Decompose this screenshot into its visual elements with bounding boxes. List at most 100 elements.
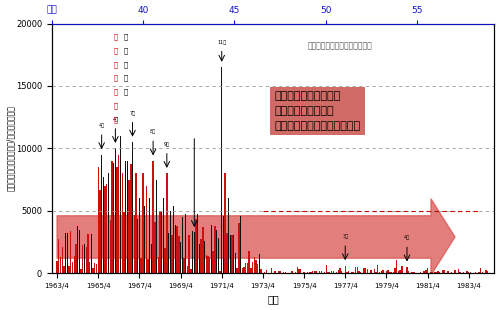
Text: １９６４年に始まった
　中共の核爆発後に
核の黄砂が日本に降っていた: １９６４年に始まった 中共の核爆発後に 核の黄砂が日本に降っていた <box>275 91 361 131</box>
Bar <box>96 264 97 273</box>
Text: 大: 大 <box>114 88 117 95</box>
Text: 3号: 3号 <box>342 234 348 239</box>
Bar <box>250 268 252 273</box>
Bar <box>198 244 200 273</box>
Bar <box>192 231 194 273</box>
Bar <box>480 268 482 273</box>
Bar <box>364 268 365 273</box>
Bar <box>274 272 276 273</box>
Text: 命: 命 <box>114 116 117 122</box>
Bar <box>468 272 469 273</box>
Bar <box>142 173 144 273</box>
Bar <box>284 272 286 273</box>
Bar <box>346 272 348 273</box>
Bar <box>322 272 324 273</box>
Bar <box>202 227 203 273</box>
Bar <box>454 270 456 273</box>
Bar <box>238 223 240 273</box>
Text: 4号: 4号 <box>112 117 118 122</box>
Bar <box>428 272 430 273</box>
Bar <box>278 271 279 273</box>
Bar <box>415 272 416 273</box>
Bar <box>56 261 58 273</box>
Bar <box>463 272 464 273</box>
Bar <box>206 255 207 273</box>
Bar <box>257 264 258 273</box>
Bar <box>228 198 230 273</box>
Bar <box>180 242 181 273</box>
Bar <box>406 267 408 273</box>
Bar <box>185 214 186 273</box>
Bar <box>166 173 168 273</box>
Bar <box>276 272 278 273</box>
Text: 中: 中 <box>114 33 117 40</box>
Bar <box>376 272 377 273</box>
Bar <box>132 142 133 273</box>
Bar <box>391 272 392 273</box>
Bar <box>430 272 432 273</box>
Bar <box>336 272 338 273</box>
Bar <box>188 235 190 273</box>
Text: 9号: 9号 <box>164 142 170 147</box>
Bar <box>212 251 214 273</box>
Bar <box>245 264 246 273</box>
Bar <box>295 272 296 273</box>
Bar <box>122 173 123 273</box>
Bar <box>296 267 298 273</box>
Bar <box>197 214 198 273</box>
Bar <box>452 272 454 273</box>
Bar <box>448 271 449 273</box>
Bar <box>84 244 85 273</box>
Bar <box>254 257 255 273</box>
Bar <box>72 262 73 273</box>
Bar <box>125 161 126 273</box>
Bar <box>436 272 437 273</box>
Bar <box>113 163 114 273</box>
Bar <box>358 271 360 273</box>
Text: 4号: 4号 <box>404 236 410 241</box>
Bar <box>75 244 76 273</box>
Bar <box>138 198 140 273</box>
Bar <box>388 270 389 273</box>
Bar <box>89 262 90 273</box>
Bar <box>398 271 399 273</box>
Bar <box>308 272 310 273</box>
Bar <box>235 253 236 273</box>
Bar <box>355 267 356 273</box>
Text: 竹: 竹 <box>124 61 128 68</box>
Bar <box>68 266 70 273</box>
Bar <box>451 272 452 273</box>
Bar <box>466 271 468 273</box>
Bar <box>104 186 106 273</box>
Bar <box>413 272 414 273</box>
Text: 文: 文 <box>114 61 117 68</box>
Bar <box>377 265 378 273</box>
Text: 宣: 宣 <box>124 75 128 81</box>
Text: ハ: ハ <box>124 33 128 40</box>
Bar <box>394 268 396 273</box>
Bar <box>300 268 302 273</box>
Bar <box>114 148 116 273</box>
Bar <box>214 226 216 273</box>
Bar <box>439 272 440 273</box>
Bar <box>190 269 192 273</box>
Bar <box>80 269 82 273</box>
Bar <box>442 270 444 273</box>
Bar <box>62 247 63 273</box>
Bar <box>156 179 157 273</box>
Bar <box>106 184 108 273</box>
Bar <box>252 262 254 273</box>
Bar <box>78 230 80 273</box>
Bar <box>348 271 350 273</box>
Bar <box>328 272 329 273</box>
Bar <box>118 155 120 273</box>
Bar <box>130 164 132 273</box>
Bar <box>98 167 99 273</box>
Bar <box>360 272 362 273</box>
Bar <box>326 265 327 273</box>
Bar <box>400 270 401 273</box>
Bar <box>312 271 314 273</box>
Bar <box>332 271 334 273</box>
Bar <box>116 167 118 273</box>
Bar <box>224 173 226 273</box>
